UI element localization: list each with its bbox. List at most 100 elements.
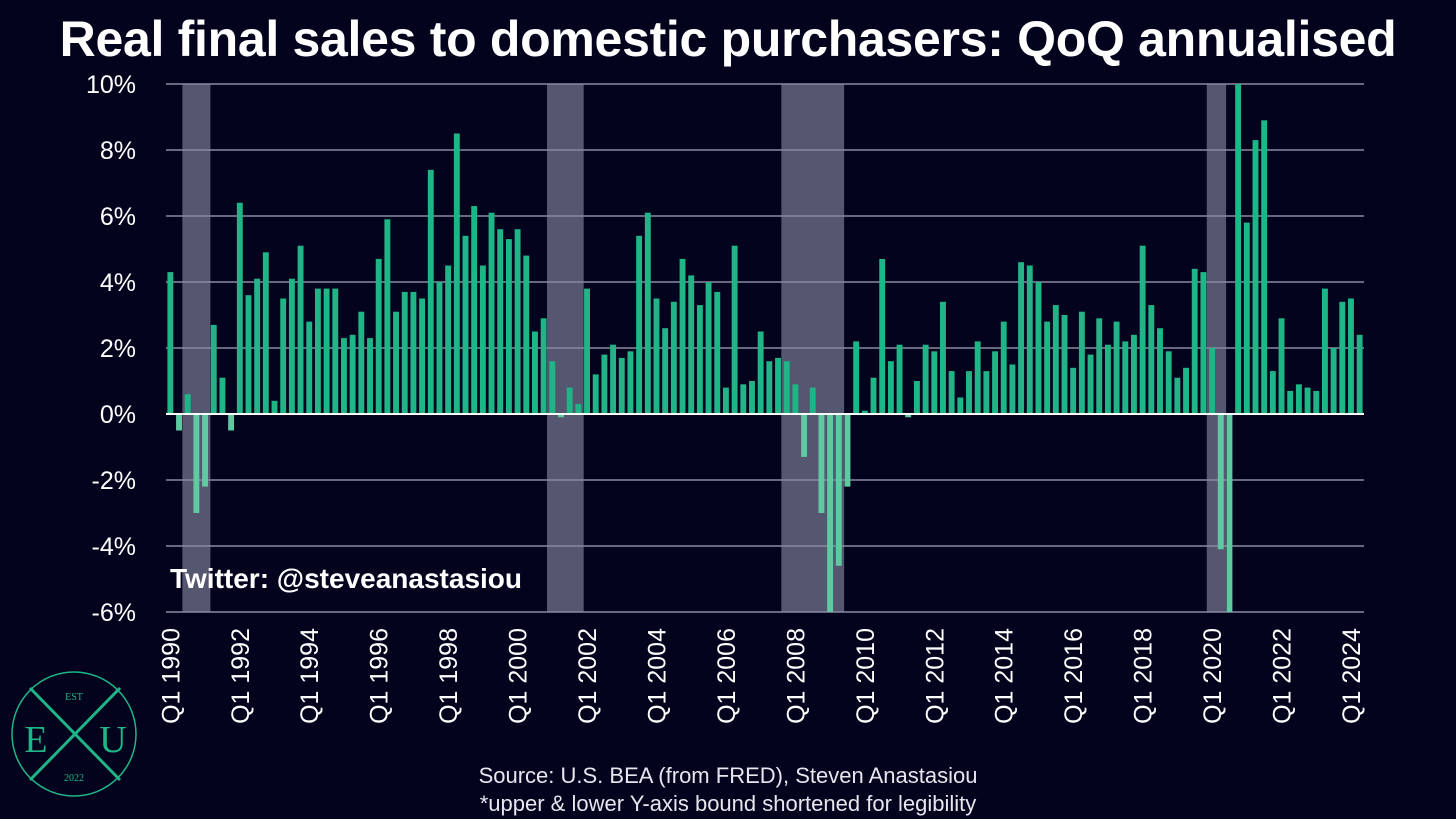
bar (245, 295, 252, 414)
bar (809, 387, 816, 414)
bar (332, 288, 339, 414)
bar (931, 351, 938, 414)
bar (705, 282, 712, 414)
bar (1000, 321, 1007, 414)
bar (228, 414, 235, 431)
bar (384, 219, 391, 414)
bar (870, 377, 877, 414)
bar (1078, 311, 1085, 414)
bar (1304, 387, 1311, 414)
bar (696, 305, 703, 414)
bar (618, 357, 625, 414)
bar (193, 414, 200, 513)
bar (714, 291, 721, 414)
bar (1174, 377, 1181, 414)
bar (1243, 222, 1250, 414)
bar (749, 381, 755, 414)
bar (1061, 315, 1068, 414)
x-tick-label: Q1 2024 (1338, 628, 1366, 724)
bar (766, 361, 773, 414)
bar (861, 410, 868, 414)
bar (731, 245, 738, 414)
bar (254, 278, 261, 414)
bar (393, 311, 400, 414)
x-tick-label: Q1 2018 (1130, 628, 1158, 724)
bar (1044, 321, 1051, 414)
bar (375, 258, 382, 414)
bar (219, 377, 226, 414)
exu-logo: EST E U 2022 (11, 671, 137, 797)
bar (1339, 301, 1346, 414)
bar (505, 239, 512, 414)
bar (913, 381, 920, 414)
bar (436, 282, 443, 414)
bar (610, 344, 617, 414)
bar (288, 278, 295, 414)
x-tick-label: Q1 1990 (157, 628, 185, 724)
bar (1278, 318, 1285, 414)
bar (280, 298, 287, 414)
bar (940, 301, 946, 414)
x-tick-label: Q1 1998 (435, 628, 463, 724)
bar (679, 258, 686, 414)
bar (314, 288, 321, 414)
x-tick-label: Q1 2014 (991, 628, 1019, 724)
x-tick-label: Q1 2012 (921, 628, 949, 724)
bar (1122, 341, 1129, 414)
bar (1321, 288, 1328, 414)
source-note: Source: U.S. BEA (from FRED), Steven Ana… (0, 762, 1456, 818)
bar (575, 404, 582, 414)
bar (1070, 367, 1077, 414)
x-tick-label: Q1 2002 (574, 628, 602, 724)
bar (957, 397, 964, 414)
bar (514, 229, 521, 414)
bar (992, 351, 999, 414)
bar (471, 206, 478, 414)
bar (905, 414, 912, 418)
y-tick-label: 0% (100, 401, 136, 429)
bar (835, 414, 842, 566)
bar (1287, 390, 1294, 414)
bar (688, 275, 695, 414)
y-axis-ticks: 10% 8% 6% 4% 2% 0% -2% -4% -6% (86, 71, 136, 627)
bar (1295, 384, 1302, 414)
bar (262, 252, 269, 414)
bar (479, 265, 486, 414)
bar (410, 291, 417, 414)
y-tick-label: -2% (92, 467, 136, 495)
bar (1217, 414, 1224, 550)
bar (1261, 120, 1268, 415)
bar (1009, 364, 1016, 414)
y-tick-label: 2% (100, 335, 136, 363)
bar (462, 235, 469, 414)
logo-ring (11, 671, 137, 797)
bar (1356, 334, 1363, 414)
bar (358, 311, 365, 414)
bars (167, 84, 1363, 612)
bar (948, 371, 955, 414)
bar (592, 374, 599, 414)
x-axis-ticks: Q1 1990 Q1 1992 Q1 1994 Q1 1996 Q1 1998 Q1 20… (157, 628, 1366, 724)
bar (1330, 348, 1337, 414)
bar (445, 265, 452, 414)
bar (297, 245, 304, 414)
y-tick-label: -4% (92, 533, 136, 561)
bar (1148, 305, 1155, 414)
bar (236, 202, 243, 414)
logo-cross-b (28, 686, 122, 782)
bar (488, 212, 495, 414)
bar (1235, 84, 1242, 414)
x-tick-label: Q1 2010 (852, 628, 880, 724)
bar (1104, 344, 1111, 414)
bar (1183, 367, 1189, 414)
bar (1269, 371, 1276, 414)
chart-title: Real final sales to domestic purchasers:… (59, 11, 1397, 67)
bar (1026, 265, 1033, 414)
bar (775, 357, 781, 414)
bar (792, 384, 799, 414)
bar (896, 344, 903, 414)
bar (627, 351, 634, 414)
x-tick-label: Q1 2000 (505, 628, 533, 724)
bar (566, 387, 573, 414)
bar (740, 384, 747, 414)
